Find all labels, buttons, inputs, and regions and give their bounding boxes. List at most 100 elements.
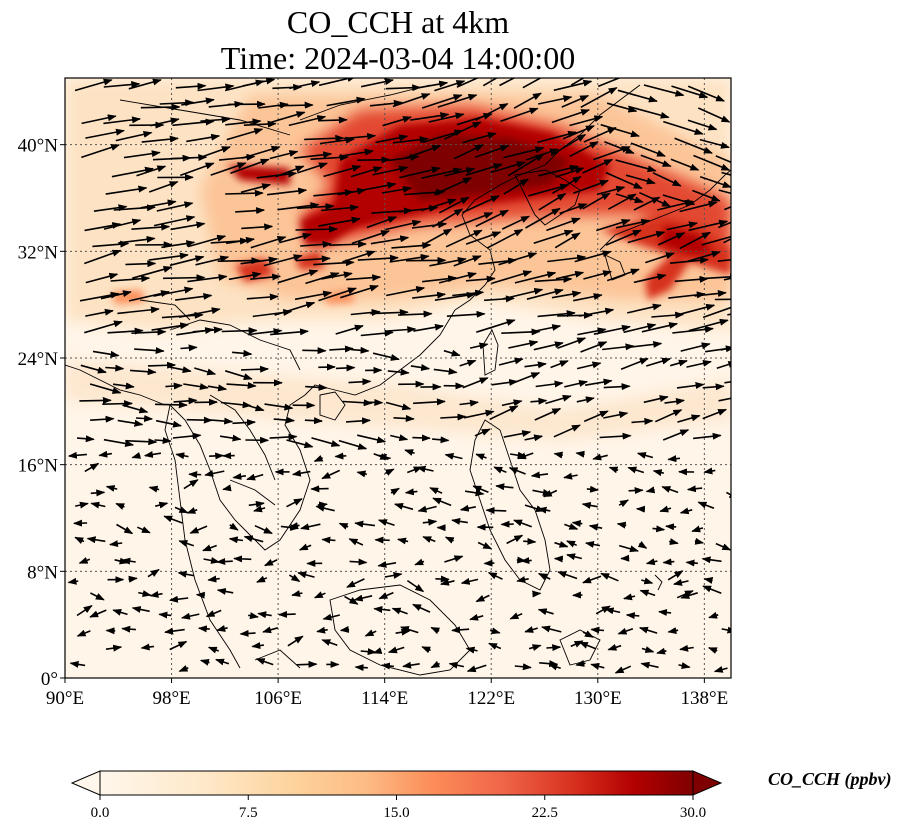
wind-arrow <box>680 342 711 352</box>
wind-arrow <box>86 536 106 544</box>
wind-arrow <box>250 236 287 249</box>
wind-arrow <box>511 372 541 385</box>
wind-arrow <box>429 256 467 267</box>
wind-arrow <box>138 590 152 597</box>
wind-arrow <box>357 254 399 262</box>
wind-arrow <box>207 646 219 654</box>
wind-arrow <box>232 349 253 357</box>
wind-arrow <box>551 109 591 124</box>
wind-arrow <box>566 540 578 548</box>
wind-arrow <box>699 175 731 188</box>
wind-arrow <box>233 555 252 563</box>
wind-arrow <box>277 202 320 211</box>
wind-arrow <box>693 432 722 440</box>
wind-arrow <box>183 479 199 490</box>
wind-arrow <box>595 605 611 615</box>
wind-arrow <box>207 384 228 392</box>
wind-arrow <box>112 609 128 616</box>
wind-arrow <box>410 364 431 371</box>
wind-arrow <box>503 430 532 438</box>
wind-arrow <box>664 398 685 405</box>
wind-arrow <box>724 380 731 384</box>
wind-arrow <box>147 361 177 369</box>
wind-arrow <box>718 221 731 229</box>
wind-arrow <box>240 256 278 265</box>
wind-arrow <box>228 271 262 281</box>
wind-arrow <box>93 204 128 212</box>
wind-arrow <box>507 153 545 177</box>
wind-arrow <box>687 119 718 131</box>
wind-arrow <box>204 470 225 477</box>
wind-arrow <box>295 225 339 233</box>
wind-arrow <box>140 199 177 209</box>
wind-arrow <box>667 455 681 463</box>
wind-arrow <box>445 229 483 248</box>
wind-arrow <box>652 525 666 533</box>
wind-arrow <box>453 255 482 267</box>
map-frame <box>64 77 732 679</box>
wind-arrow <box>534 407 562 421</box>
wind-arrow <box>202 544 217 552</box>
wind-arrow <box>694 537 705 545</box>
wind-arrow <box>338 522 349 530</box>
wind-arrow <box>593 324 631 335</box>
wind-arrow <box>421 167 463 179</box>
wind-arrow <box>219 153 256 161</box>
wind-arrow <box>369 99 403 107</box>
wind-arrow <box>319 136 355 145</box>
wind-arrow <box>216 558 233 566</box>
wind-arrow <box>606 102 638 113</box>
wind-arrow <box>360 329 394 337</box>
wind-arrow <box>219 434 242 442</box>
wind-arrow <box>469 342 489 350</box>
wind-arrow <box>130 368 157 376</box>
wind-arrow <box>604 607 621 615</box>
wind-arrow <box>273 416 296 424</box>
wind-arrow <box>640 154 672 168</box>
wind-arrow <box>603 411 629 419</box>
wind-arrow <box>195 255 230 266</box>
wind-arrow <box>417 505 437 513</box>
wind-arrow <box>582 575 602 584</box>
wind-arrow <box>721 171 731 176</box>
wind-arrow <box>538 95 573 105</box>
wind-arrow <box>76 435 95 443</box>
wind-arrow <box>422 518 438 526</box>
wind-arrow <box>78 557 91 564</box>
wind-arrow <box>225 118 262 126</box>
wind-arrow <box>241 145 281 159</box>
wind-arrow <box>459 399 479 407</box>
wind-arrow <box>90 489 106 497</box>
wind-arrow <box>571 520 583 527</box>
wind-arrow <box>321 204 360 212</box>
wind-arrow <box>92 240 130 248</box>
wind-arrow <box>702 585 722 595</box>
wind-arrow <box>229 522 239 531</box>
wind-arrow <box>717 258 731 262</box>
wind-arrow <box>377 453 391 461</box>
wind-arrow <box>148 181 179 193</box>
wind-arrow <box>343 132 377 140</box>
wind-arrow <box>278 610 296 618</box>
wind-arrow <box>566 553 582 561</box>
wind-arrow <box>657 199 694 211</box>
wind-arrow <box>412 80 449 90</box>
wind-arrow <box>172 432 202 440</box>
wind-arrow <box>606 268 640 282</box>
wind-arrow <box>351 346 370 354</box>
wind-arrow <box>569 115 604 127</box>
wind-arrow <box>372 647 383 654</box>
wind-arrow <box>614 665 632 674</box>
wind-arrow <box>206 417 234 425</box>
wind-arrow <box>125 438 158 446</box>
wind-arrow <box>503 146 545 159</box>
wind-arrow <box>258 101 289 109</box>
wind-arrow <box>726 491 731 499</box>
wind-arrow <box>605 229 642 246</box>
wind-arrow <box>289 80 321 90</box>
wind-arrow <box>163 515 183 524</box>
wind-arrow <box>564 380 589 388</box>
wind-arrow <box>453 144 484 160</box>
wind-arrow <box>593 146 631 161</box>
wind-arrow <box>103 218 142 230</box>
